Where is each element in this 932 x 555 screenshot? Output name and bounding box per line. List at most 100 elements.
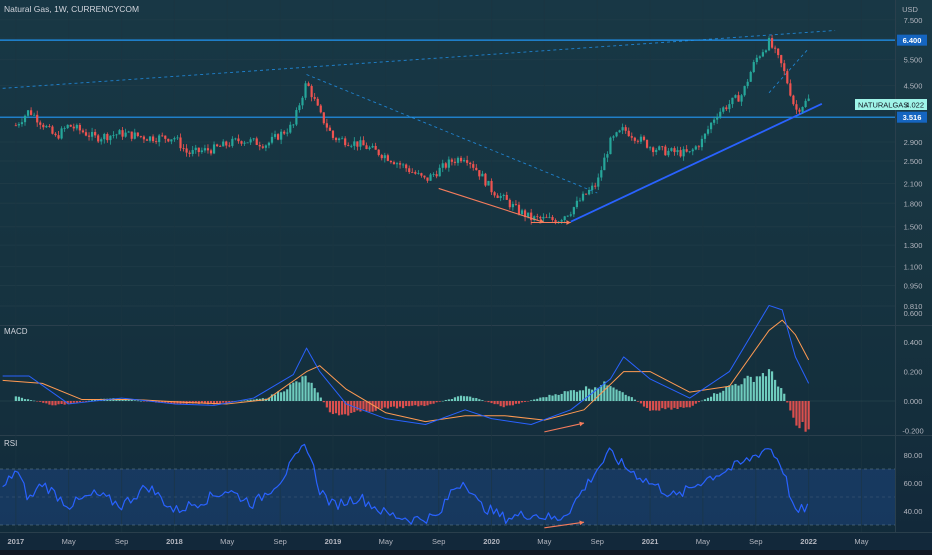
macd-histogram-bar (728, 385, 731, 401)
macd-histogram-bar (752, 381, 755, 401)
candle-body (264, 145, 267, 148)
candle-body (246, 142, 249, 144)
macd-histogram-bar (725, 386, 728, 401)
candle-body (356, 141, 359, 147)
candle-body (270, 136, 274, 143)
time-axis[interactable]: 2017 May Sep 2018 May Sep 2019 May Sep 2020 May Sep… (8, 537, 869, 546)
candle-body (148, 136, 152, 141)
macd-histogram-bar (81, 401, 85, 402)
candle-body (280, 131, 283, 140)
macd-histogram-bar (273, 394, 277, 401)
candle-body (276, 134, 280, 140)
macd-histogram-bar (359, 401, 362, 412)
candle-body (252, 138, 255, 140)
macd-histogram-bar (740, 384, 743, 401)
macd-histogram-bar (603, 381, 606, 401)
macd-histogram-bar (130, 400, 133, 401)
macd-histogram-bar (636, 401, 639, 402)
candle-body (780, 55, 783, 64)
candle-body (441, 163, 444, 168)
candle-body (517, 204, 521, 215)
candle-body (81, 130, 85, 133)
rsi-indicator[interactable] (0, 443, 895, 529)
price-tick-label: 1.500 (904, 223, 923, 232)
horizontal-levels[interactable] (0, 39, 895, 118)
price-tick-label: 2.500 (904, 157, 923, 166)
candle-body (20, 122, 24, 125)
macd-histogram-bar (572, 390, 575, 401)
candle-body (502, 194, 505, 197)
candle-body (789, 83, 792, 96)
macd-histogram-bar (435, 401, 438, 403)
macd-title: MACD (4, 327, 28, 336)
price-tick-label: 1.800 (904, 199, 923, 208)
macd-histogram-bar (713, 393, 716, 401)
macd-histogram-bar (17, 396, 21, 401)
candle-body (749, 72, 752, 82)
macd-histogram-bar (377, 401, 380, 408)
macd-tick-label: 0.600 (904, 309, 923, 318)
macd-histogram-bar (722, 390, 725, 401)
candle-body (194, 147, 197, 151)
candle-body (737, 95, 740, 102)
time-tick-label: May (696, 537, 710, 546)
macd-histogram-bar (734, 383, 737, 401)
rsi-tick-label: 80.00 (904, 451, 923, 460)
macd-histogram-bar (481, 400, 484, 401)
candle-body (389, 160, 393, 163)
candle-body (222, 141, 225, 147)
candle-body (804, 100, 807, 108)
candle-body (267, 142, 271, 146)
candle-body (713, 119, 716, 123)
candle-body (563, 216, 566, 221)
macd-histogram-bar (533, 399, 536, 401)
macd-histogram-bar (618, 390, 621, 401)
candle-body (17, 124, 21, 126)
macd-histogram-bar (758, 376, 761, 401)
candle-body (301, 97, 304, 106)
macd-histogram-bar (691, 401, 694, 406)
candle-body (523, 210, 527, 218)
level-label-bg (897, 34, 927, 46)
candle-body (798, 109, 801, 112)
macd-indicator[interactable] (0, 304, 895, 433)
time-tick-label: May (537, 537, 551, 546)
trendlines[interactable] (2, 30, 836, 223)
candle-body (127, 131, 130, 133)
candle-body (456, 157, 460, 163)
macd-histogram-bar (798, 401, 801, 429)
price-axis[interactable]: 7.5006.5005.5004.5003.5002.9002.5002.100… (904, 16, 923, 311)
macd-histogram-bar (319, 397, 322, 401)
macd-histogram-bar (523, 401, 527, 402)
candle-body (743, 86, 746, 96)
candle-body (774, 47, 777, 49)
macd-histogram-bar (432, 401, 435, 404)
candle-body (392, 162, 396, 165)
candle-body (731, 97, 734, 105)
candle-body (514, 204, 518, 205)
candle-body (158, 135, 161, 143)
candle-body (539, 216, 542, 219)
candle-body (283, 131, 286, 134)
macd-histogram-bar (127, 399, 130, 401)
candle-body (716, 116, 719, 120)
candle-body (124, 132, 127, 137)
level-label-bg (897, 111, 927, 123)
macd-histogram-bar (395, 401, 399, 409)
candle-body (63, 128, 66, 129)
candle-body (51, 126, 54, 134)
macd-histogram-bar (286, 389, 289, 401)
macd-histogram-bar (386, 401, 389, 409)
macd-histogram-bar (212, 401, 216, 405)
candles[interactable] (14, 34, 810, 225)
macd-histogram-bar (295, 381, 298, 401)
candle-body (185, 148, 188, 153)
macd-histogram-bar (203, 401, 207, 404)
candle-body (740, 95, 743, 102)
macd-histogram-bar (14, 396, 17, 401)
macd-histogram-bar (661, 401, 664, 409)
time-tick-label: 2017 (8, 537, 25, 546)
macd-histogram-bar (795, 401, 798, 426)
price-tick-label: 1.100 (904, 263, 923, 272)
